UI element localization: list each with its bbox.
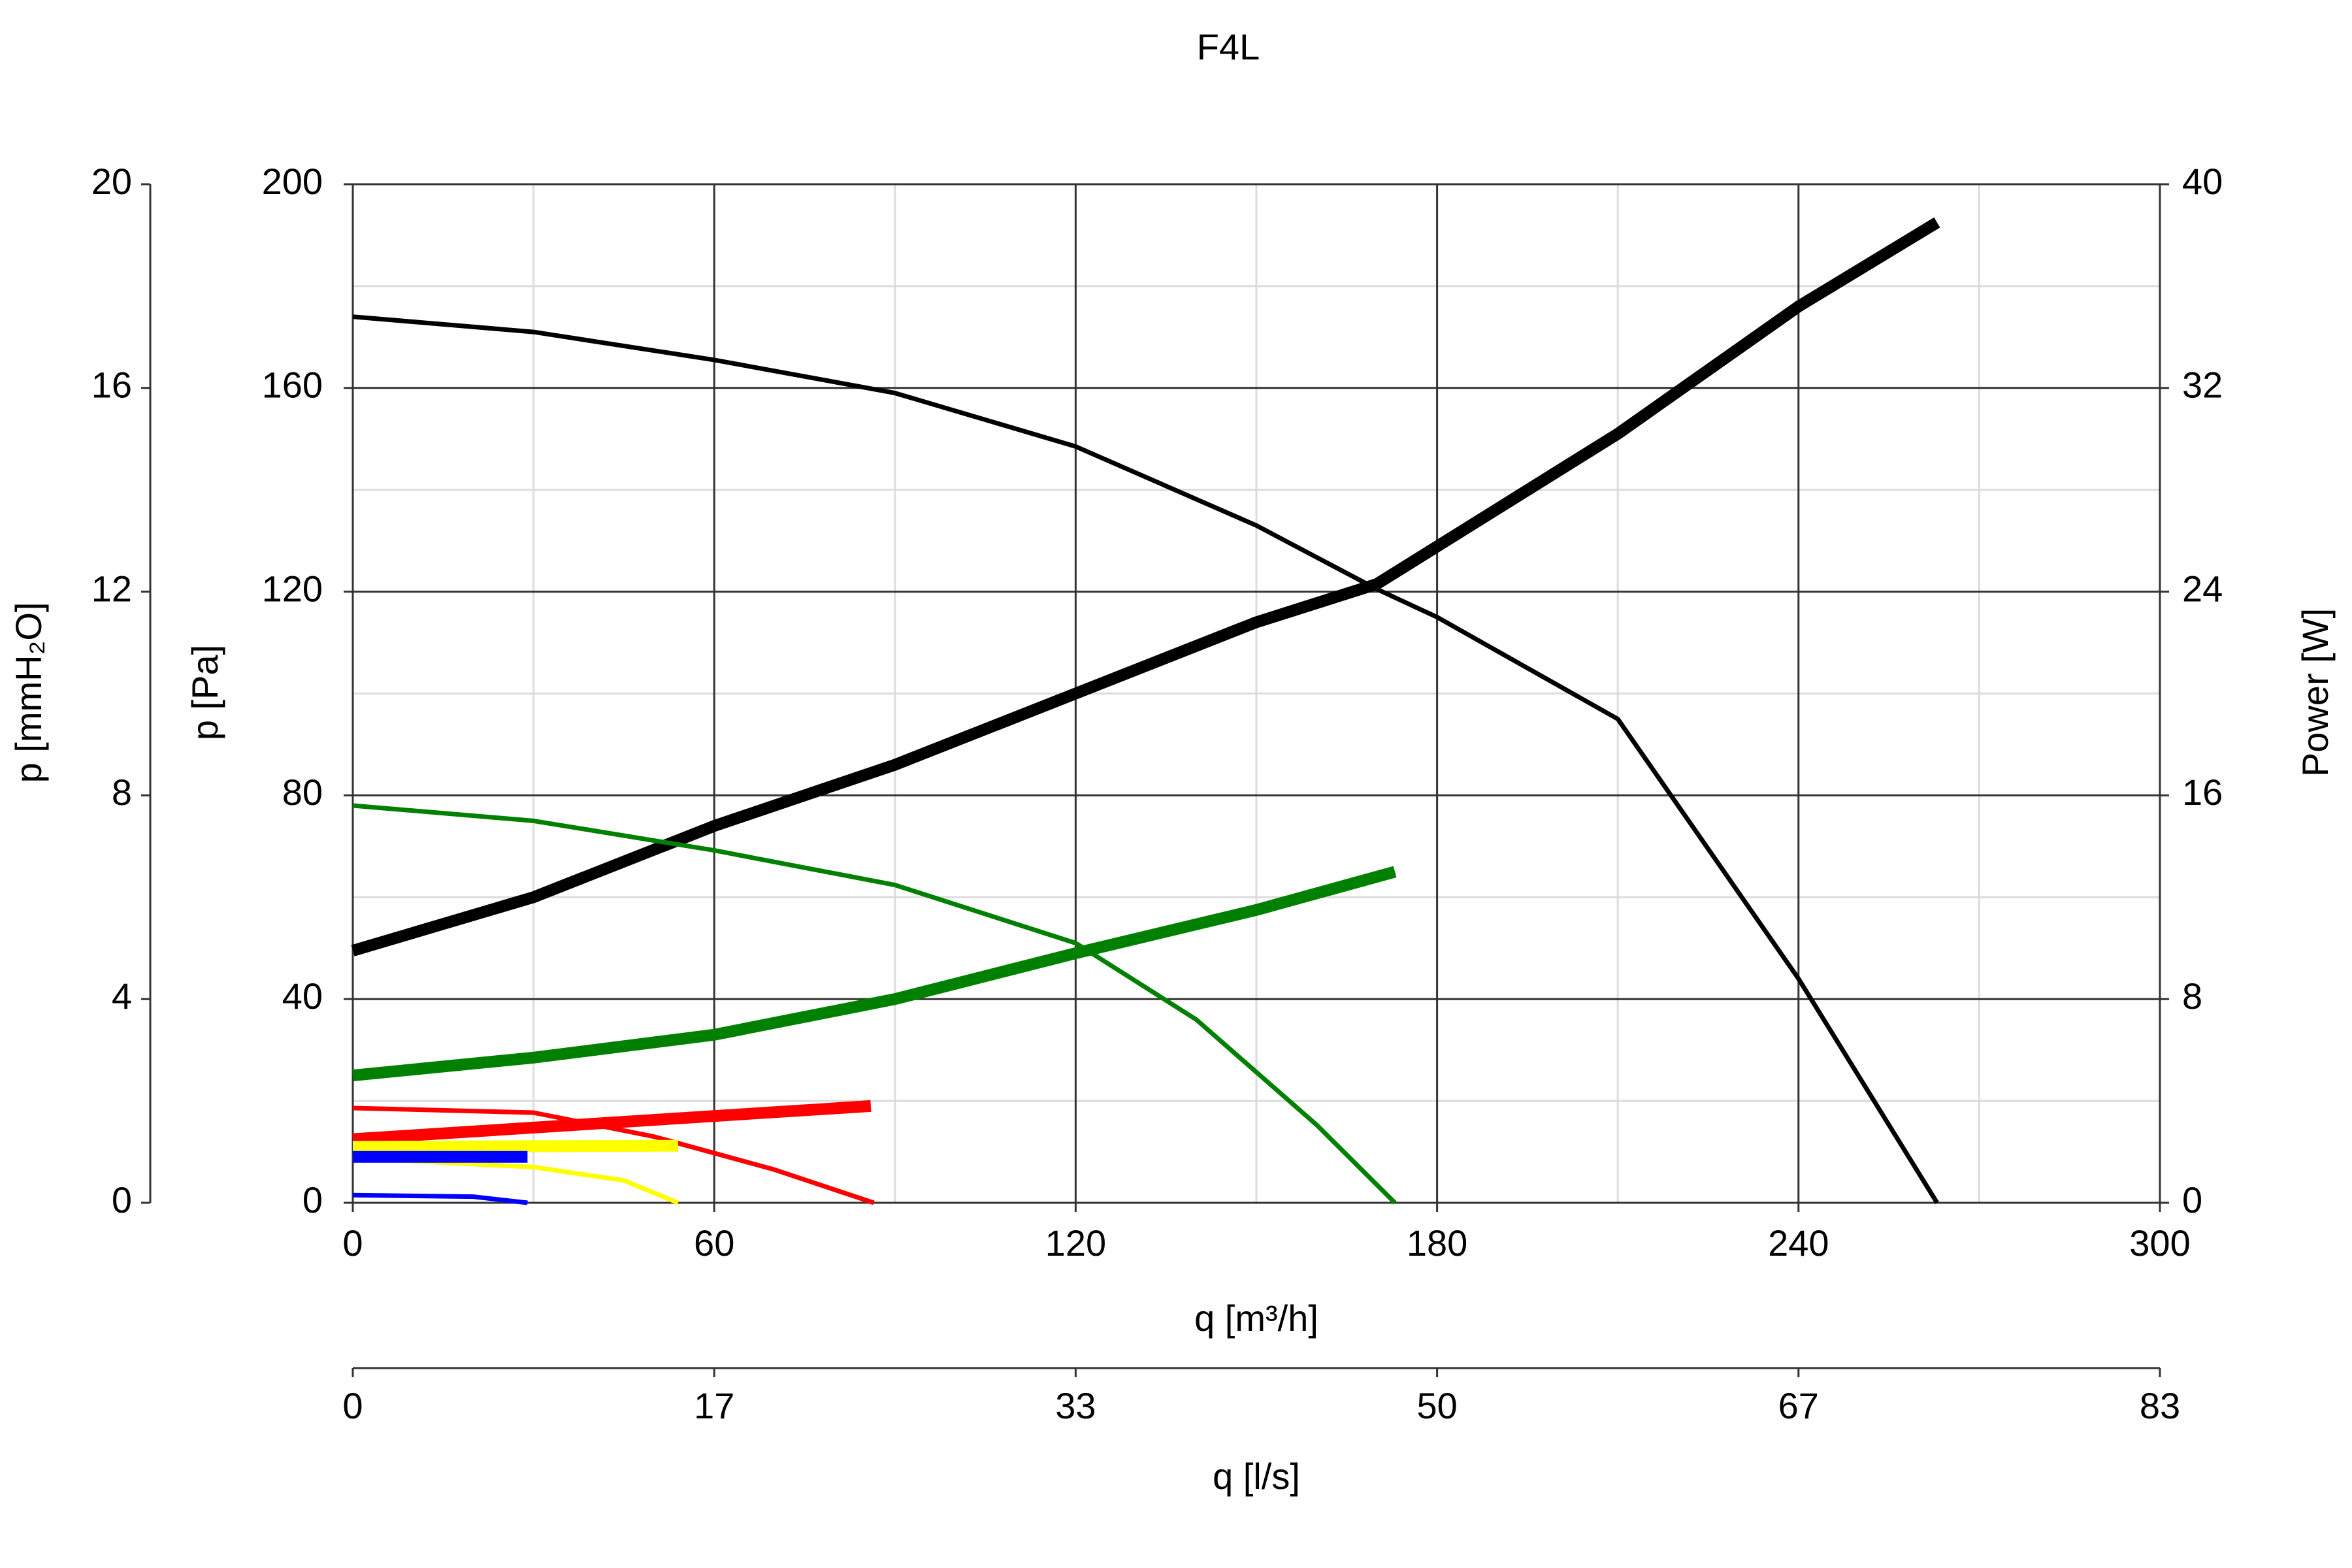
y3-tick-label: 0 [112, 1179, 132, 1220]
x-tick-label: 0 [342, 1222, 363, 1264]
x-tick-label: 180 [1407, 1222, 1467, 1264]
pressure-curve [352, 314, 1939, 1204]
y-tick-label: 0 [302, 1179, 323, 1220]
y2-tick-label: 0 [2182, 1179, 2202, 1220]
y3-tick-label: 8 [112, 772, 132, 813]
y-axis-label: p [Pa] [184, 645, 225, 740]
x2-tick-label: 83 [2140, 1385, 2180, 1426]
x-tick-label: 240 [1768, 1222, 1829, 1264]
x2-tick-label: 50 [1416, 1385, 1457, 1426]
y2-tick-label: 40 [2182, 161, 2223, 202]
power-curve [351, 217, 1940, 956]
power-curve [352, 1139, 678, 1153]
x-tick-label: 60 [694, 1222, 734, 1264]
pressure-curve [352, 1192, 528, 1205]
x2-tick-label: 17 [694, 1385, 734, 1426]
y3-tick-label: 20 [91, 161, 132, 202]
y3-axis-label: p [mmH₂O] [8, 602, 49, 783]
x-tick-label: 120 [1045, 1222, 1106, 1264]
y-tick-label: 40 [282, 975, 323, 1017]
y2-axis-label: Power [W] [2295, 608, 2336, 777]
y3-tick-label: 4 [112, 975, 132, 1017]
y3-tick-label: 16 [91, 365, 132, 406]
y2-tick-label: 24 [2182, 568, 2223, 609]
y-tick-label: 80 [282, 772, 323, 813]
y-tick-label: 120 [262, 568, 323, 609]
x2-axis-label: q [l/s] [1213, 1456, 1300, 1497]
power-curve [352, 1100, 872, 1145]
x2-tick-label: 67 [1778, 1385, 1819, 1426]
pressure-curve [352, 803, 1397, 1205]
x-tick-label: 300 [2129, 1222, 2190, 1264]
pressure-curve [352, 1105, 875, 1205]
power-curve [352, 866, 1397, 1082]
x-axis-label: q [m³/h] [1194, 1298, 1318, 1339]
y-tick-label: 160 [262, 365, 323, 406]
x2-tick-label: 33 [1055, 1385, 1096, 1426]
y3-tick-label: 12 [91, 568, 132, 609]
x2-tick-label: 0 [342, 1385, 363, 1426]
y2-tick-label: 16 [2182, 772, 2223, 813]
y-tick-label: 200 [262, 161, 323, 202]
y2-tick-label: 8 [2182, 975, 2202, 1017]
y2-tick-label: 32 [2182, 365, 2223, 406]
chart-title: F4L [1197, 26, 1260, 67]
